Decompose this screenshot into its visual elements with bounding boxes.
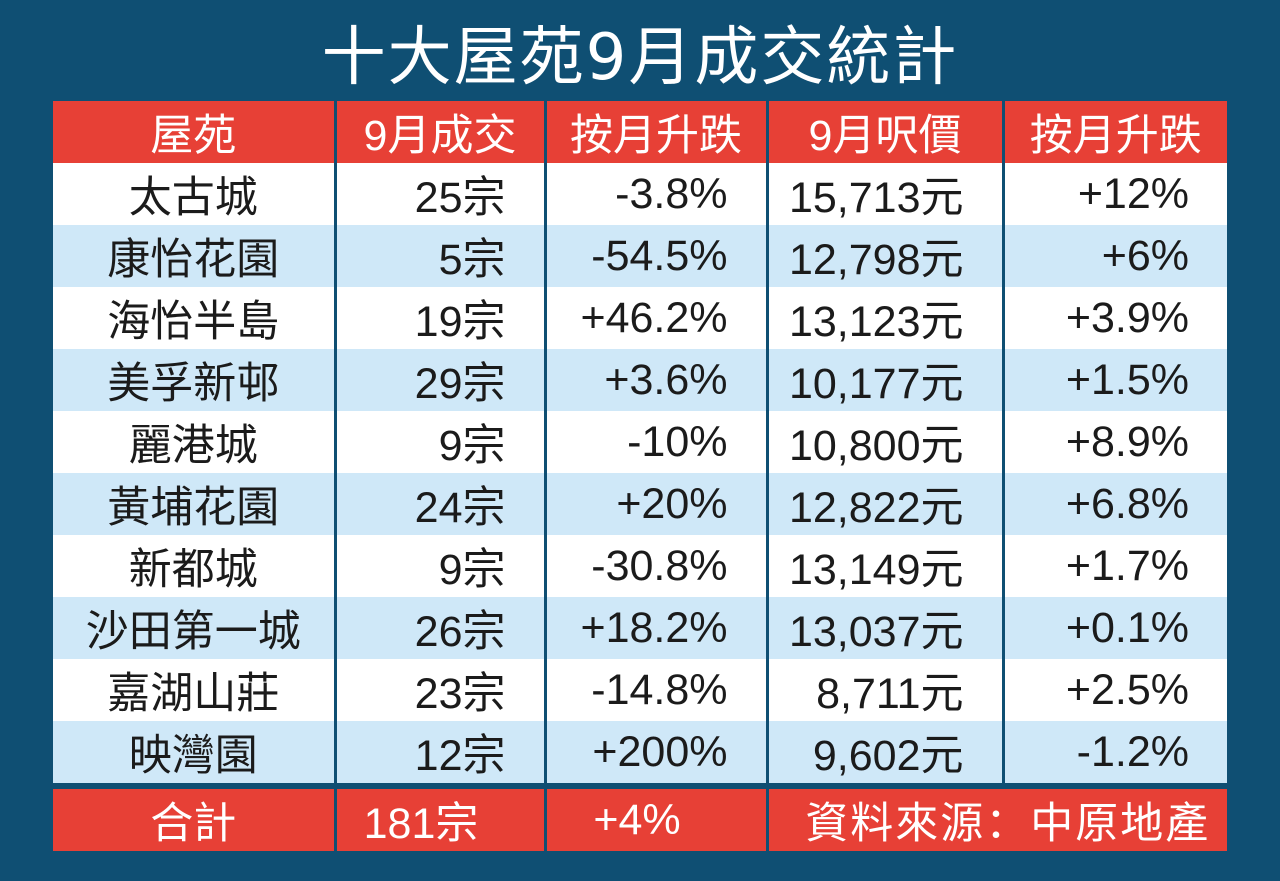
- cell-sept-transactions: 29宗: [335, 349, 547, 411]
- cell-estate-name: 太古城: [53, 163, 337, 225]
- cell-transactions-change: -3.8%: [545, 163, 769, 225]
- table-row: 沙田第一城 26宗 +18.2% 13,037元 +0.1%: [53, 597, 1227, 659]
- cell-price-per-sqft: 13,123元: [767, 287, 1005, 349]
- cell-price-per-sqft: 10,800元: [767, 411, 1005, 473]
- cell-sept-transactions: 9宗: [335, 411, 547, 473]
- cell-sept-transactions: 23宗: [335, 659, 547, 721]
- cell-price-per-sqft: 13,149元: [767, 535, 1005, 597]
- cell-price-per-sqft: 12,798元: [767, 225, 1005, 287]
- cell-price-per-sqft: 8,711元: [767, 659, 1005, 721]
- cell-price-change: +8.9%: [1003, 411, 1227, 473]
- table-row: 黃埔花園 24宗 +20% 12,822元 +6.8%: [53, 473, 1227, 535]
- cell-estate-name: 新都城: [53, 535, 337, 597]
- cell-estate-name: 麗港城: [53, 411, 337, 473]
- table-row: 新都城 9宗 -30.8% 13,149元 +1.7%: [53, 535, 1227, 597]
- table-row: 美孚新邨 29宗 +3.6% 10,177元 +1.5%: [53, 349, 1227, 411]
- cell-estate-name: 沙田第一城: [53, 597, 337, 659]
- data-source: 資料來源：中原地產: [767, 783, 1227, 851]
- table-row: 太古城 25宗 -3.8% 15,713元 +12%: [53, 163, 1227, 225]
- header-monthly-change-transactions: 按月升跌: [545, 101, 769, 163]
- cell-transactions-change: -54.5%: [545, 225, 769, 287]
- cell-price-per-sqft: 10,177元: [767, 349, 1005, 411]
- cell-transactions-change: -10%: [545, 411, 769, 473]
- cell-transactions-change: +46.2%: [545, 287, 769, 349]
- cell-estate-name: 美孚新邨: [53, 349, 337, 411]
- table-row: 麗港城 9宗 -10% 10,800元 +8.9%: [53, 411, 1227, 473]
- header-sept-transactions: 9月成交: [335, 101, 547, 163]
- cell-sept-transactions: 9宗: [335, 535, 547, 597]
- cell-transactions-change: -14.8%: [545, 659, 769, 721]
- page-title: 十大屋苑9月成交統計: [321, 21, 959, 95]
- cell-transactions-change: +3.6%: [545, 349, 769, 411]
- total-label: 合計: [53, 783, 337, 851]
- cell-estate-name: 康怡花園: [53, 225, 337, 287]
- cell-price-per-sqft: 15,713元: [767, 163, 1005, 225]
- cell-transactions-change: +20%: [545, 473, 769, 535]
- cell-price-change: +1.5%: [1003, 349, 1227, 411]
- transaction-table: 屋苑 9月成交 按月升跌 9月呎價 按月升跌 太古城 25宗 -3.8% 15,713…: [53, 101, 1227, 851]
- table-row: 康怡花園 5宗 -54.5% 12,798元 +6%: [53, 225, 1227, 287]
- header-sept-price-per-sqft: 9月呎價: [767, 101, 1005, 163]
- cell-transactions-change: +18.2%: [545, 597, 769, 659]
- table-body: 太古城 25宗 -3.8% 15,713元 +12% 康怡花園 5宗 -54.5% 12,798…: [53, 163, 1227, 786]
- cell-price-change: +6.8%: [1003, 473, 1227, 535]
- cell-estate-name: 嘉湖山莊: [53, 659, 337, 721]
- cell-price-per-sqft: 13,037元: [767, 597, 1005, 659]
- cell-sept-transactions: 5宗: [335, 225, 547, 287]
- cell-price-change: +2.5%: [1003, 659, 1227, 721]
- cell-price-change: +6%: [1003, 225, 1227, 287]
- cell-price-per-sqft: 9,602元: [767, 721, 1005, 786]
- cell-sept-transactions: 19宗: [335, 287, 547, 349]
- total-row: 合計 181宗 +4% 資料來源：中原地產: [53, 783, 1227, 851]
- table-header-row: 屋苑 9月成交 按月升跌 9月呎價 按月升跌: [53, 101, 1227, 163]
- cell-price-change: +0.1%: [1003, 597, 1227, 659]
- cell-estate-name: 黃埔花園: [53, 473, 337, 535]
- table-row: 嘉湖山莊 23宗 -14.8% 8,711元 +2.5%: [53, 659, 1227, 721]
- cell-estate-name: 映灣園: [53, 721, 337, 786]
- cell-sept-transactions: 25宗: [335, 163, 547, 225]
- table-row: 海怡半島 19宗 +46.2% 13,123元 +3.9%: [53, 287, 1227, 349]
- cell-price-change: +3.9%: [1003, 287, 1227, 349]
- cell-price-change: +12%: [1003, 163, 1227, 225]
- cell-price-per-sqft: 12,822元: [767, 473, 1005, 535]
- cell-sept-transactions: 12宗: [335, 721, 547, 786]
- header-monthly-change-price: 按月升跌: [1003, 101, 1227, 163]
- total-transactions: 181宗: [335, 783, 547, 851]
- header-estate: 屋苑: [53, 101, 337, 163]
- cell-sept-transactions: 24宗: [335, 473, 547, 535]
- cell-price-change: +1.7%: [1003, 535, 1227, 597]
- cell-transactions-change: +200%: [545, 721, 769, 786]
- total-change: +4%: [545, 783, 769, 851]
- table-row: 映灣園 12宗 +200% 9,602元 -1.2%: [53, 721, 1227, 786]
- cell-sept-transactions: 26宗: [335, 597, 547, 659]
- cell-price-change: -1.2%: [1003, 721, 1227, 786]
- cell-transactions-change: -30.8%: [545, 535, 769, 597]
- cell-estate-name: 海怡半島: [53, 287, 337, 349]
